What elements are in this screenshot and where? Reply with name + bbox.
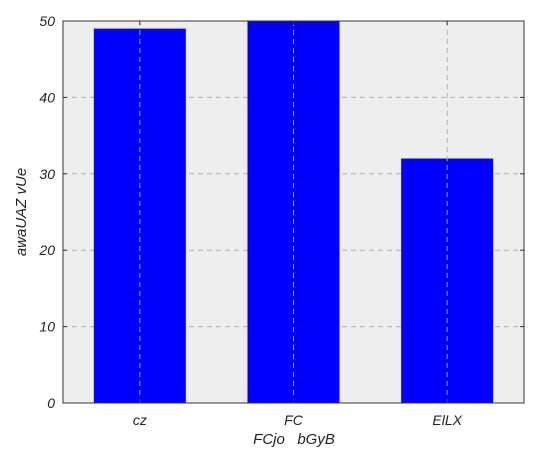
x-axis: cz FC ElLX [133, 21, 463, 428]
category-gridlines [139, 21, 448, 403]
y-tick-label: 10 [39, 319, 55, 335]
y-tick-label: 30 [39, 166, 55, 182]
y-tick-label: 40 [39, 89, 55, 105]
x-tick-label: cz [133, 412, 147, 428]
bar [401, 158, 494, 403]
x-tick-label: ElLX [432, 412, 462, 428]
y-tick-label: 50 [39, 13, 55, 29]
y-axis: 0 10 20 30 40 50 [38, 13, 524, 411]
x-axis-label: FCjo bGyB [253, 431, 335, 448]
x-tick-label: FC [284, 412, 304, 428]
y-axis-label: awaUAZ vUe [13, 168, 30, 256]
y-tick-label: 20 [38, 242, 55, 258]
y-tick-label: 0 [47, 395, 55, 411]
